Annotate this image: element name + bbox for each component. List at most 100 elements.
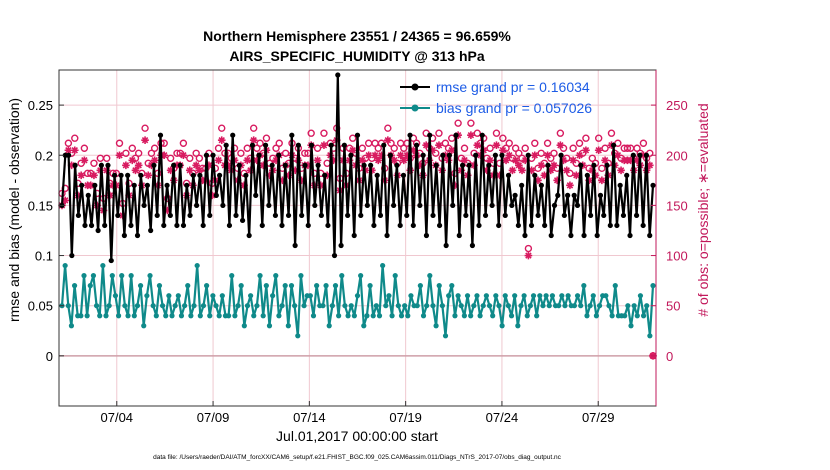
- obs-evaluated-point: [626, 156, 635, 165]
- bias-point: [493, 293, 499, 299]
- left-y-axis-label: rmse and bias (model - observation): [6, 98, 22, 322]
- obs-evaluated-point: [122, 161, 130, 170]
- rmse-point: [246, 232, 252, 239]
- rmse-point: [522, 232, 528, 239]
- bias-point: [603, 293, 609, 299]
- obs-evaluated-point: [566, 181, 574, 190]
- obs-evaluated-point: [505, 151, 514, 160]
- rmse-point: [72, 162, 78, 168]
- bias-point: [288, 283, 295, 289]
- bias-point: [496, 303, 502, 309]
- bias-point: [521, 293, 527, 299]
- obs-possible-point: [499, 134, 507, 142]
- bias-point: [241, 323, 247, 329]
- bias-point: [257, 273, 263, 279]
- legend-rmse-label: rmse grand pr = 0.16034: [436, 79, 590, 95]
- obs-possible-point: [556, 129, 565, 137]
- obs-possible-point: [313, 144, 322, 152]
- obs-evaluated-point: [428, 146, 437, 155]
- bias-point: [128, 273, 134, 279]
- bias-point: [540, 303, 546, 309]
- obs-possible-point: [134, 149, 143, 157]
- bias-point: [534, 313, 540, 319]
- rmse-point: [473, 152, 479, 158]
- obs-evaluated-point: [205, 161, 213, 170]
- rmse-point: [341, 142, 347, 148]
- bias-point: [301, 303, 307, 309]
- bias-point: [474, 293, 480, 299]
- bias-point: [166, 293, 172, 299]
- obs-evaluated-point: [591, 171, 600, 180]
- bias-point: [266, 323, 273, 329]
- obs-evaluated-point: [499, 146, 507, 155]
- obs-evaluated-point: [67, 161, 76, 170]
- obs-possible-point: [272, 144, 280, 152]
- obs-possible-point: [384, 124, 392, 132]
- obs-possible-point: [598, 164, 606, 173]
- rmse-point: [79, 182, 85, 188]
- x-tick-label: 07/29: [582, 410, 615, 425]
- obs-evaluated-point: [291, 166, 300, 175]
- obs-possible-point: [387, 139, 395, 147]
- bias-point: [348, 303, 354, 309]
- rmse-point: [282, 162, 288, 168]
- rmse-point: [164, 182, 170, 188]
- bias-point: [389, 313, 395, 319]
- obs-possible-point: [460, 144, 469, 152]
- bias-point: [254, 303, 260, 309]
- rmse-point: [647, 232, 653, 239]
- obs-evaluated-point: [214, 156, 223, 165]
- obs-possible-point: [374, 144, 382, 152]
- bias-point: [263, 283, 269, 289]
- rmse-point: [381, 142, 387, 148]
- rmse-point: [611, 142, 617, 148]
- rmse-point: [121, 232, 127, 239]
- rmse-point: [262, 142, 269, 148]
- bias-point: [386, 293, 392, 299]
- obs-evaluated-point: [646, 161, 654, 170]
- bias-point: [213, 303, 219, 309]
- rmse-point: [433, 162, 439, 168]
- obs-evaluated-point: [415, 161, 424, 170]
- bias-point: [518, 303, 524, 309]
- bias-point: [364, 313, 370, 319]
- rmse-point: [243, 172, 249, 178]
- bias-point: [556, 303, 562, 309]
- rmse-point: [131, 182, 137, 188]
- obs-possible-point: [473, 129, 481, 137]
- obs-evaluated-point: [224, 161, 232, 170]
- obs-evaluated-point: [131, 166, 140, 175]
- rmse-point: [594, 232, 600, 239]
- bias-point: [204, 283, 210, 289]
- obs-possible-point: [141, 124, 149, 132]
- obs-possible-point: [569, 144, 577, 152]
- bias-point: [446, 293, 452, 299]
- obs-possible-point: [218, 124, 226, 132]
- rmse-point: [505, 172, 512, 178]
- rmse-point: [65, 152, 72, 158]
- rmse-point: [266, 202, 272, 209]
- rmse-point: [299, 212, 305, 219]
- rmse-point: [430, 212, 436, 219]
- obs-evaluated-point: [259, 161, 268, 170]
- rmse-point: [95, 227, 101, 234]
- obs-possible-point: [131, 154, 140, 162]
- bias-point: [380, 262, 386, 269]
- obs-possible-point: [103, 154, 111, 162]
- rmse-point: [624, 172, 630, 178]
- legend-bias-marker: [411, 104, 419, 112]
- right-y-tick-label: 150: [666, 198, 688, 213]
- rmse-point: [138, 172, 144, 178]
- obs-possible-point: [150, 144, 159, 152]
- bias-point: [87, 283, 93, 289]
- obs-evaluated-point: [384, 136, 392, 145]
- rmse-point: [515, 222, 521, 229]
- x-tick-label: 07/19: [389, 410, 422, 425]
- rmse-point: [177, 162, 183, 168]
- rmse-point: [141, 202, 147, 209]
- bias-point: [100, 262, 106, 269]
- obs-evaluated-point: [540, 171, 549, 180]
- rmse-point: [643, 152, 650, 158]
- rmse-point: [581, 232, 587, 239]
- bias-point: [537, 293, 543, 299]
